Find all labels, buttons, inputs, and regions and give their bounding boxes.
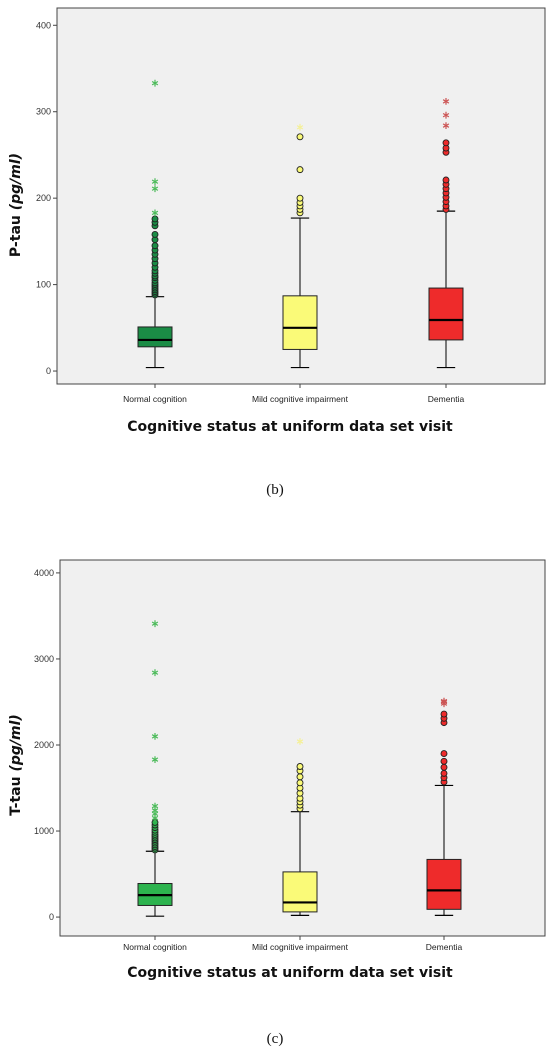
extreme-point xyxy=(440,697,448,705)
outlier-point xyxy=(442,176,450,184)
y-tick-label: 300 xyxy=(36,107,51,117)
y-axis-label-unit-b: (pg/ml) xyxy=(8,153,24,210)
x-tick-label: Mild cognitive impairment xyxy=(252,394,349,404)
outlier-point xyxy=(151,231,159,238)
boxplot-dementia xyxy=(426,697,462,916)
category-labels-c: Normal cognition Mild cognitive impairmen… xyxy=(123,936,462,952)
iqr-box xyxy=(428,287,464,341)
iqr-box xyxy=(426,858,462,910)
panel-b: 0 100 200 300 400 Normal cognition Mild cogni… xyxy=(8,7,546,498)
y-axis-label-c: T-tau (pg/ml) xyxy=(8,714,24,816)
y-tick-label: 0 xyxy=(49,912,54,922)
extreme-point xyxy=(151,209,159,217)
y-tick-label: 400 xyxy=(36,20,51,30)
boxplot-mild-cognitive-impairment xyxy=(282,738,318,916)
extreme-point xyxy=(151,185,159,193)
y-tick-label: 4000 xyxy=(34,568,54,578)
x-tick-label: Normal cognition xyxy=(123,394,187,404)
extreme-point xyxy=(151,733,159,740)
outlier-point xyxy=(296,779,304,787)
outlier-point xyxy=(440,763,448,771)
iqr-box xyxy=(137,326,173,348)
extreme-point xyxy=(296,123,304,131)
iqr-box xyxy=(282,871,318,913)
outlier-point xyxy=(151,215,159,223)
outlier-point xyxy=(440,769,448,777)
outlier-point xyxy=(440,757,448,765)
outlier-point xyxy=(296,166,304,174)
x-tick-label: Mild cognitive impairment xyxy=(252,942,349,952)
x-tick-label: Normal cognition xyxy=(123,942,187,952)
extreme-point xyxy=(151,178,159,186)
panel-c: 0 1000 2000 3000 4000 Normal cognition Mild c… xyxy=(8,559,546,1047)
y-axis-label-unit-c: (pg/ml) xyxy=(8,714,24,771)
y-axis-label-main-b: P-tau xyxy=(8,210,24,257)
category-labels-b: Normal cognition Mild cognitive impairmen… xyxy=(123,384,464,404)
iqr-box xyxy=(282,295,318,350)
outlier-point xyxy=(296,194,304,202)
panel-caption-b: (b) xyxy=(266,482,284,498)
extreme-point xyxy=(296,738,304,745)
extreme-point xyxy=(151,620,159,628)
y-tick-label: 100 xyxy=(36,280,51,290)
outlier-point xyxy=(440,750,448,758)
panel-caption-c: (c) xyxy=(267,1031,284,1047)
extreme-point xyxy=(151,669,159,677)
extreme-point xyxy=(442,122,450,129)
x-axis-label-b: Cognitive status at uniform data set vis… xyxy=(127,419,453,435)
boxplots-b xyxy=(137,79,464,369)
y-axis-ticks-b: 0 100 200 300 400 xyxy=(36,20,57,376)
x-tick-label: Dementia xyxy=(428,394,465,404)
extreme-point xyxy=(442,98,450,105)
outlier-point xyxy=(151,242,159,250)
y-tick-label: 0 xyxy=(46,366,51,376)
y-axis-label-main-c: T-tau xyxy=(8,772,24,816)
outlier-point xyxy=(442,139,450,147)
outlier-point xyxy=(296,763,304,770)
extreme-point xyxy=(151,756,159,763)
outlier-point xyxy=(296,773,304,781)
outlier-point xyxy=(296,133,304,141)
x-axis-label-c: Cognitive status at uniform data set vis… xyxy=(127,965,453,981)
boxplot-mild-cognitive-impairment xyxy=(282,123,318,369)
boxplot-normal-cognition xyxy=(137,79,173,369)
boxplots-c xyxy=(137,620,462,917)
y-axis-label-b: P-tau (pg/ml) xyxy=(8,153,24,257)
y-tick-label: 1000 xyxy=(34,826,54,836)
extreme-point xyxy=(151,79,159,87)
extreme-point xyxy=(442,111,450,119)
extreme-point xyxy=(151,802,159,810)
y-tick-label: 2000 xyxy=(34,740,54,750)
boxplot-normal-cognition xyxy=(137,620,173,917)
boxplot-dementia xyxy=(428,98,464,369)
y-tick-label: 200 xyxy=(36,193,51,203)
outlier-point xyxy=(440,710,448,718)
x-tick-label: Dementia xyxy=(426,942,463,952)
y-axis-ticks-c: 0 1000 2000 3000 4000 xyxy=(34,568,60,922)
y-tick-label: 3000 xyxy=(34,654,54,664)
